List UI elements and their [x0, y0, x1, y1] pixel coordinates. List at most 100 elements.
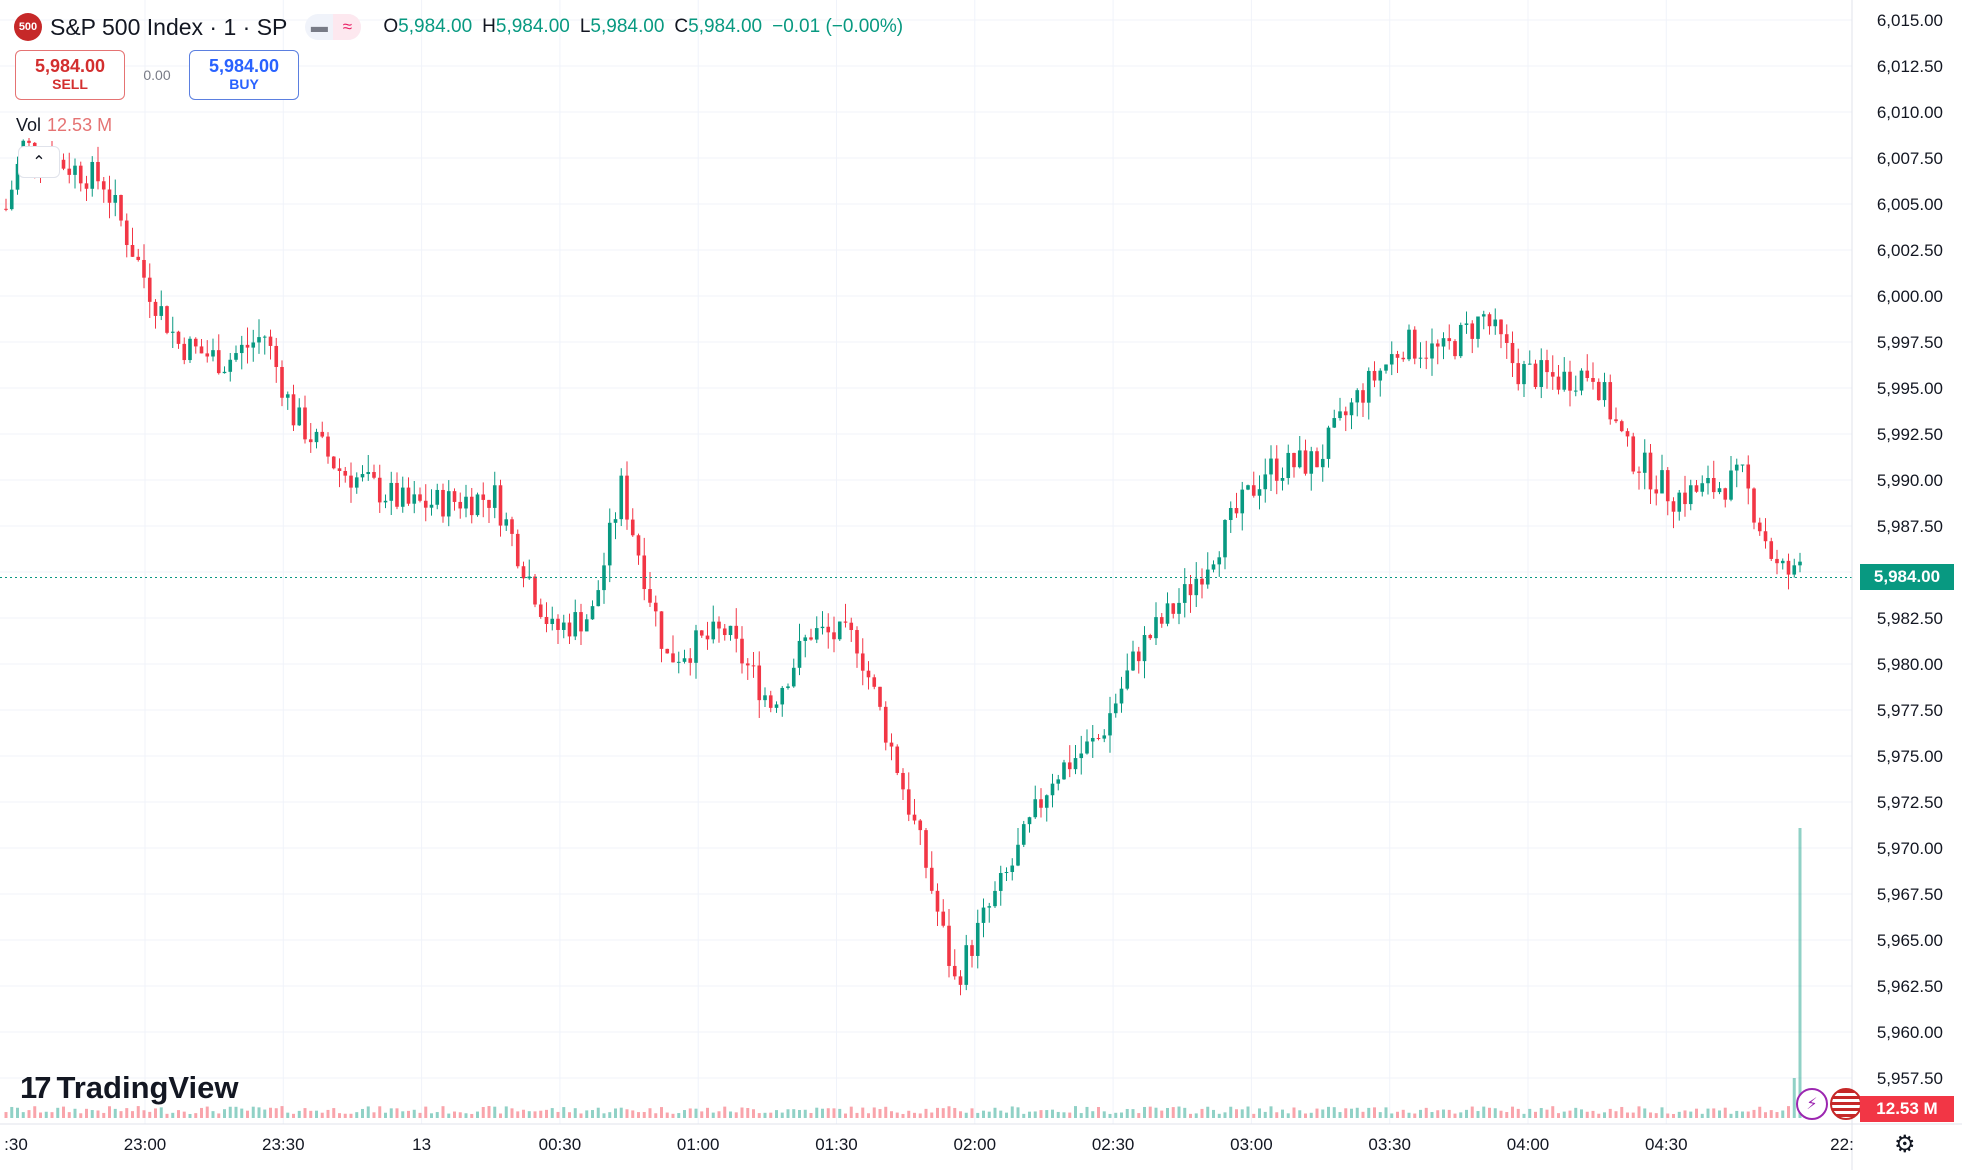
- candle-body: [1746, 464, 1751, 489]
- volume-bar: [85, 1108, 88, 1118]
- sell-price: 5,984.00: [34, 56, 106, 77]
- volume-bar: [1396, 1111, 1399, 1118]
- candle-body: [579, 612, 583, 632]
- volume-bar: [809, 1113, 813, 1118]
- candle-body: [1769, 541, 1774, 559]
- candle-body: [1665, 470, 1670, 502]
- volume-bar: [1649, 1112, 1652, 1118]
- candle-body: [406, 487, 411, 504]
- volume-bar: [1137, 1113, 1141, 1118]
- candle-body: [1798, 561, 1802, 566]
- volume-bar: [1442, 1109, 1445, 1118]
- volume-bar: [619, 1107, 623, 1118]
- candle-body: [1142, 634, 1147, 662]
- volume-bar: [1769, 1110, 1773, 1118]
- candle-body: [1752, 488, 1756, 523]
- volume-bar: [441, 1106, 445, 1118]
- candle-body: [113, 195, 118, 203]
- volume-bar: [424, 1106, 428, 1118]
- us-flag-icon[interactable]: [1830, 1088, 1862, 1120]
- volume-bar: [1143, 1106, 1146, 1118]
- candle-body: [107, 189, 112, 203]
- time-axis-label: 01:00: [677, 1135, 720, 1154]
- candle-body: [855, 630, 859, 654]
- volume-bar: [1235, 1109, 1238, 1118]
- time-axis-label: 03:30: [1368, 1135, 1411, 1154]
- candle-body: [27, 140, 31, 143]
- candle-body: [320, 431, 325, 437]
- candle-body: [1447, 338, 1452, 342]
- candle-body: [613, 519, 618, 523]
- candle-body: [872, 677, 877, 687]
- candle-body: [1499, 319, 1503, 335]
- symbol-title[interactable]: S&P 500 Index · 1 · SP: [50, 13, 288, 40]
- volume-bar: [1614, 1111, 1618, 1118]
- candle-body: [1269, 458, 1273, 475]
- lightning-icon[interactable]: ⚡: [1796, 1088, 1828, 1120]
- volume-bar: [493, 1106, 497, 1118]
- wave-icon[interactable]: ≈: [333, 14, 362, 40]
- volume-bar: [545, 1109, 548, 1118]
- candle-body: [1251, 485, 1256, 496]
- time-axis-label: 02:00: [954, 1135, 997, 1154]
- volume-bar: [343, 1113, 347, 1118]
- candlesticks: [4, 137, 1802, 996]
- sell-button[interactable]: 5,984.00 SELL: [15, 50, 125, 100]
- volume-bar: [740, 1107, 744, 1118]
- candle-body: [584, 619, 589, 632]
- candle-body: [596, 590, 601, 607]
- collapse-legend-button[interactable]: ⌃: [18, 146, 60, 178]
- price-axis-label: 6,005.00: [1877, 195, 1943, 214]
- candle-body: [1683, 492, 1687, 505]
- volume-bar: [1539, 1108, 1543, 1118]
- volume-bar: [602, 1113, 606, 1118]
- candle-body: [1148, 634, 1153, 639]
- volume-bar: [1097, 1107, 1100, 1118]
- candle-body: [682, 658, 687, 662]
- candle-body: [170, 331, 175, 333]
- minus-icon[interactable]: ▬: [310, 17, 328, 36]
- volume-bar: [769, 1112, 773, 1118]
- volume-bar: [1045, 1110, 1049, 1118]
- volume-bar: [476, 1111, 479, 1118]
- tradingview-logo[interactable]: 17 TradingView: [20, 1070, 239, 1106]
- volume-bar: [33, 1106, 37, 1118]
- candle-body: [1562, 371, 1567, 390]
- candle-body: [952, 965, 957, 977]
- candle-body: [1067, 762, 1072, 770]
- price-axis[interactable]: 6,015.00 6,012.50 6,010.00 6,007.50 6,005.00…: [1877, 11, 1943, 1088]
- volume-bar: [1689, 1111, 1693, 1118]
- volume-bar: [1562, 1111, 1566, 1118]
- buy-button[interactable]: 5,984.00 BUY: [189, 50, 299, 100]
- candle-body: [395, 482, 399, 507]
- volume-bar: [315, 1110, 318, 1118]
- candle-body: [1004, 872, 1009, 874]
- indicator-toggle[interactable]: ▬ ≈: [305, 14, 362, 40]
- price-axis-label: 6,007.50: [1877, 149, 1943, 168]
- volume-bar: [240, 1108, 244, 1118]
- settings-gear-icon[interactable]: ⚙: [1894, 1131, 1916, 1158]
- candle-body: [912, 814, 917, 821]
- candle-body: [648, 589, 652, 603]
- candle-body: [676, 661, 681, 663]
- volume-bar: [1792, 1078, 1796, 1118]
- candle-body: [797, 640, 802, 668]
- candle-body: [1625, 431, 1630, 437]
- candle-body: [234, 353, 238, 360]
- candle-body: [717, 621, 721, 629]
- candle-body: [199, 346, 204, 354]
- volume-bar: [1016, 1107, 1020, 1118]
- volume-label: Vol: [16, 115, 42, 135]
- time-axis[interactable]: :30 23:00 23:30 13 00:30 01:00 01:30 02:00 02:30…: [4, 1135, 1854, 1154]
- candle-body: [1711, 478, 1716, 493]
- symbol-badge-icon[interactable]: 500: [14, 13, 42, 41]
- volume-legend[interactable]: Vol 12.53 M: [16, 115, 112, 136]
- volume-bar: [1488, 1107, 1491, 1118]
- volume-bar: [1718, 1110, 1721, 1118]
- candle-body: [1458, 324, 1463, 357]
- candle-body: [1573, 390, 1578, 392]
- time-axis-label: 04:00: [1507, 1135, 1550, 1154]
- candle-body: [550, 618, 555, 624]
- candle-body: [193, 338, 198, 347]
